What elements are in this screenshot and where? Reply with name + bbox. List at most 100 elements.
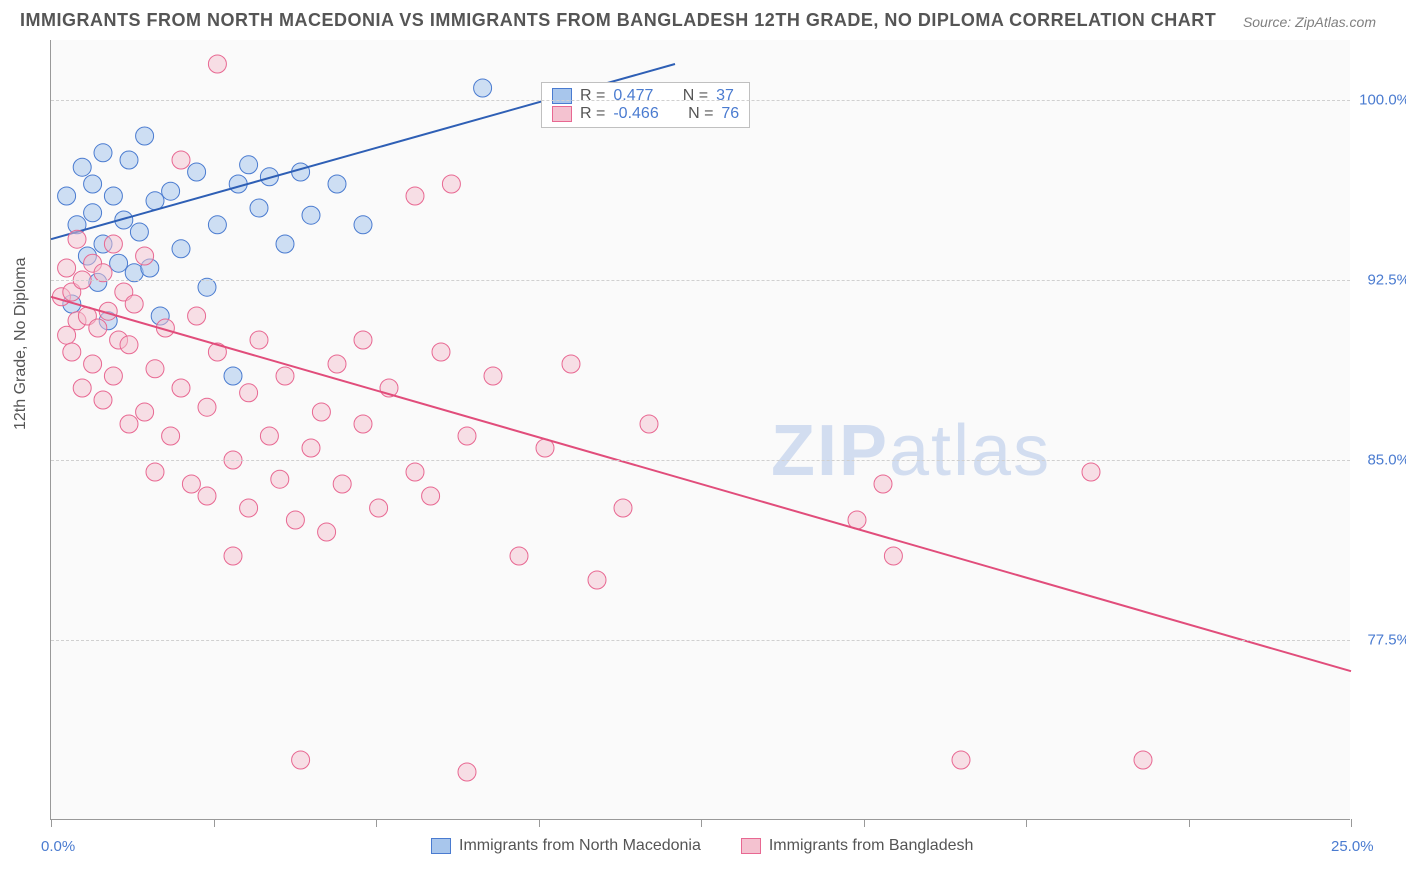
- scatter-point: [208, 216, 226, 234]
- scatter-point: [89, 319, 107, 337]
- chart-title: IMMIGRANTS FROM NORTH MACEDONIA VS IMMIG…: [20, 10, 1216, 31]
- gridline-h: [51, 640, 1350, 641]
- scatter-point: [1082, 463, 1100, 481]
- scatter-point: [1134, 751, 1152, 769]
- swatch-series-1: [552, 106, 572, 122]
- scatter-point: [271, 470, 289, 488]
- scatter-point: [58, 259, 76, 277]
- swatch-series-0-b: [431, 838, 451, 854]
- scatter-point: [562, 355, 580, 373]
- scatter-point: [146, 360, 164, 378]
- series-legend: Immigrants from North Macedonia Immigran…: [431, 837, 973, 855]
- scatter-point: [442, 175, 460, 193]
- scatter-point: [120, 336, 138, 354]
- n-label: N =: [683, 87, 708, 105]
- scatter-point: [198, 487, 216, 505]
- scatter-point: [276, 235, 294, 253]
- y-tick-label: 100.0%: [1359, 92, 1406, 109]
- n-value-0: 37: [716, 87, 734, 105]
- gridline-h: [51, 280, 1350, 281]
- scatter-point: [406, 187, 424, 205]
- scatter-point: [172, 379, 190, 397]
- x-tick: [1026, 819, 1027, 827]
- scatter-point: [172, 151, 190, 169]
- legend-row-series-1: R = -0.466 N = 76: [552, 105, 739, 123]
- swatch-series-0: [552, 88, 572, 104]
- scatter-point: [198, 398, 216, 416]
- scatter-point: [188, 307, 206, 325]
- scatter-point: [94, 144, 112, 162]
- legend-label-0: Immigrants from North Macedonia: [459, 837, 701, 855]
- scatter-point: [120, 151, 138, 169]
- scatter-point: [58, 187, 76, 205]
- scatter-point: [84, 355, 102, 373]
- scatter-point: [422, 487, 440, 505]
- gridline-h: [51, 460, 1350, 461]
- x-tick: [1189, 819, 1190, 827]
- r-value-1: -0.466: [613, 105, 658, 123]
- scatter-point: [208, 55, 226, 73]
- x-tick: [51, 819, 52, 827]
- chart-plot-area: ZIPatlas R = 0.477 N = 37 R = -0.466 N =…: [50, 40, 1350, 820]
- scatter-point: [250, 331, 268, 349]
- scatter-point: [510, 547, 528, 565]
- legend-item-0: Immigrants from North Macedonia: [431, 837, 701, 855]
- scatter-point: [240, 384, 258, 402]
- scatter-svg: [51, 40, 1350, 819]
- y-tick-label: 92.5%: [1367, 272, 1406, 289]
- scatter-point: [328, 355, 346, 373]
- scatter-point: [136, 127, 154, 145]
- scatter-point: [354, 415, 372, 433]
- scatter-point: [370, 499, 388, 517]
- scatter-point: [224, 547, 242, 565]
- scatter-point: [952, 751, 970, 769]
- scatter-point: [136, 403, 154, 421]
- scatter-point: [432, 343, 450, 361]
- scatter-point: [84, 204, 102, 222]
- y-tick-label: 77.5%: [1367, 632, 1406, 649]
- scatter-point: [458, 427, 476, 445]
- x-tick-label-right: 25.0%: [1331, 838, 1374, 855]
- legend-row-series-0: R = 0.477 N = 37: [552, 87, 739, 105]
- scatter-point: [182, 475, 200, 493]
- scatter-point: [318, 523, 336, 541]
- scatter-point: [302, 206, 320, 224]
- correlation-legend: R = 0.477 N = 37 R = -0.466 N = 76: [541, 82, 750, 128]
- scatter-point: [146, 463, 164, 481]
- x-tick: [214, 819, 215, 827]
- scatter-point: [224, 367, 242, 385]
- scatter-point: [73, 158, 91, 176]
- scatter-point: [240, 156, 258, 174]
- scatter-point: [292, 163, 310, 181]
- scatter-point: [104, 187, 122, 205]
- scatter-point: [328, 175, 346, 193]
- gridline-h: [51, 100, 1350, 101]
- scatter-point: [94, 391, 112, 409]
- scatter-point: [130, 223, 148, 241]
- scatter-point: [276, 367, 294, 385]
- x-tick-label-left: 0.0%: [41, 838, 75, 855]
- x-tick: [864, 819, 865, 827]
- n-label: N =: [688, 105, 713, 123]
- r-label: R =: [580, 87, 605, 105]
- scatter-point: [406, 463, 424, 481]
- scatter-point: [136, 247, 154, 265]
- r-value-0: 0.477: [613, 87, 653, 105]
- scatter-point: [614, 499, 632, 517]
- scatter-point: [84, 175, 102, 193]
- scatter-point: [640, 415, 658, 433]
- x-tick: [1351, 819, 1352, 827]
- scatter-point: [110, 254, 128, 272]
- scatter-point: [162, 182, 180, 200]
- scatter-point: [286, 511, 304, 529]
- scatter-point: [125, 295, 143, 313]
- scatter-point: [312, 403, 330, 421]
- swatch-series-1-b: [741, 838, 761, 854]
- scatter-point: [874, 475, 892, 493]
- scatter-point: [240, 499, 258, 517]
- scatter-point: [458, 763, 476, 781]
- scatter-point: [260, 427, 278, 445]
- y-tick-label: 85.0%: [1367, 452, 1406, 469]
- source-attribution: Source: ZipAtlas.com: [1243, 14, 1376, 30]
- scatter-point: [484, 367, 502, 385]
